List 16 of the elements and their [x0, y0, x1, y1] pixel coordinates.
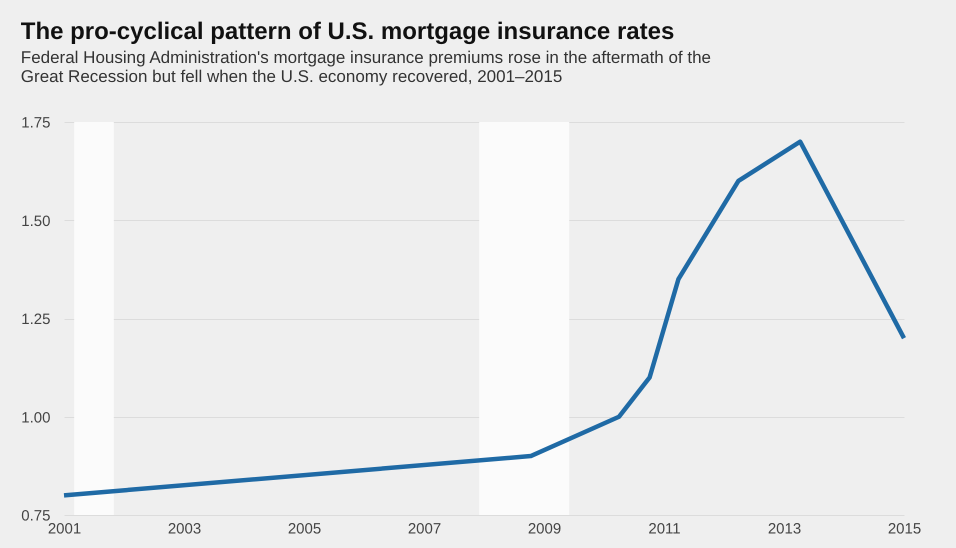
x-tick-label: 2013: [768, 520, 802, 538]
y-tick-label: 1.50: [21, 212, 50, 230]
y-tick-label: 1.75: [21, 114, 50, 132]
x-tick-label: 2001: [48, 520, 82, 538]
line-series: [62, 139, 906, 498]
x-tick-label: 2009: [528, 520, 562, 538]
x-tick-label: 2003: [168, 520, 202, 538]
chart-subtitle: Federal Housing Administration's mortgage insurance premiums rose in the aftermath of the Great Recession but fell when the U.S. economy recovered, 2001–2015: [20, 48, 712, 86]
chart-title: The pro-cyclical pattern of U.S. mortgage insurance rates: [20, 18, 674, 45]
x-tick-label: 2015: [888, 520, 922, 538]
x-tick-label: 2007: [408, 520, 442, 538]
x-tick-label: 2005: [288, 520, 322, 538]
y-tick-label: 1.25: [21, 311, 50, 328]
y-tick-label: 0.75: [21, 508, 50, 524]
x-tick-label: 2011: [648, 520, 681, 538]
y-tick-label: 1.00: [21, 409, 50, 426]
